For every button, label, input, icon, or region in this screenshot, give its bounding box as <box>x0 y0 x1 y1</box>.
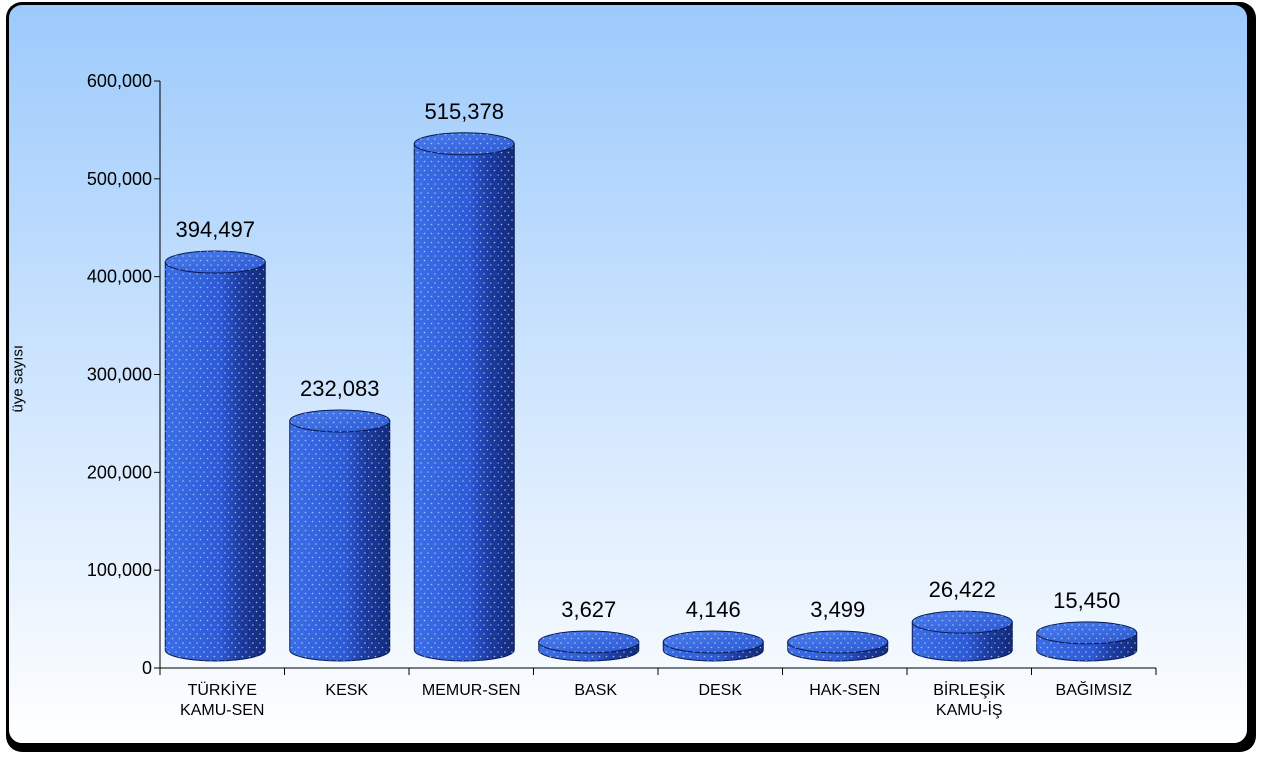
chart-frame: 0 100,000 200,000 300,000 400,000 500,000 600,… <box>6 2 1256 752</box>
y-tick-label: 200,000 <box>87 462 152 482</box>
value-label: 15,450 <box>1053 588 1120 613</box>
bar <box>911 610 1013 662</box>
value-label: 26,422 <box>929 577 996 602</box>
x-tick-label-line: TÜRKİYE <box>187 682 257 699</box>
x-tick-label-line: KAMU-SEN <box>180 702 265 719</box>
bar-top-pattern <box>538 631 639 653</box>
x-tick-label-line: BİRLEŞİK <box>933 682 1006 699</box>
bars <box>164 132 1138 662</box>
y-tick-label: 100,000 <box>87 560 152 580</box>
bar <box>413 132 515 662</box>
bar-pattern <box>414 143 515 662</box>
value-label: 394,497 <box>175 217 255 242</box>
x-tick-label: TÜRKİYE KAMU-SEN <box>162 681 282 721</box>
value-label: 515,378 <box>424 99 504 124</box>
bar <box>289 409 391 662</box>
x-tick-label: KESK <box>287 681 407 701</box>
bar <box>164 250 266 662</box>
bar-top-pattern <box>165 251 266 274</box>
x-tick-label-line: DESK <box>698 682 743 699</box>
y-tick-label: 300,000 <box>87 365 152 385</box>
bar-pattern <box>289 420 390 661</box>
y-tick-label: 600,000 <box>87 71 152 91</box>
x-tick-label-line: BAĞIMSIZ <box>1055 682 1132 699</box>
bar-top-pattern <box>1036 621 1137 644</box>
y-tick-label: 400,000 <box>87 267 152 287</box>
x-tick-label-line: MEMUR-SEN <box>421 682 521 699</box>
x-tick-label-line: BASK <box>574 682 618 699</box>
bar-top-pattern <box>787 631 888 653</box>
chart-svg: 0 100,000 200,000 300,000 400,000 500,000 600,… <box>6 2 1256 752</box>
value-labels: 394,497 232,083 515,378 3,627 4,146 3,499 26,4… <box>175 99 1120 622</box>
x-tick-label: MEMUR-SEN <box>411 681 531 701</box>
x-tick-label-line: HAK-SEN <box>809 682 881 699</box>
bar-pattern <box>165 262 266 661</box>
value-label: 4,146 <box>686 597 741 622</box>
bar-top-pattern <box>289 409 390 432</box>
axes: 0 100,000 200,000 300,000 400,000 500,000 600,… <box>87 71 1157 678</box>
x-tick-label: HAK-SEN <box>785 681 905 701</box>
bar <box>662 630 764 662</box>
x-tick-label: DESK <box>660 681 780 701</box>
x-tick-label: BAĞIMSIZ <box>1034 681 1154 701</box>
value-label: 3,627 <box>561 597 616 622</box>
y-tick-label: 0 <box>142 658 152 678</box>
y-axis-title: üye sayısı <box>9 344 27 413</box>
bar <box>787 630 889 662</box>
x-tick-label: BASK <box>536 681 656 701</box>
y-tick-label: 500,000 <box>87 169 152 189</box>
bar <box>538 630 640 662</box>
x-tick-label-line: KAMU-İŞ <box>935 702 1003 719</box>
value-label: 3,499 <box>810 597 865 622</box>
bar-top-pattern <box>663 631 764 653</box>
bar-top-pattern <box>414 132 515 155</box>
x-tick-label-line: KESK <box>325 682 369 699</box>
x-tick-label: BİRLEŞİK KAMU-İŞ <box>909 681 1029 721</box>
value-label: 232,083 <box>300 376 380 401</box>
bar-top-pattern <box>912 611 1013 634</box>
bar <box>1036 621 1138 662</box>
